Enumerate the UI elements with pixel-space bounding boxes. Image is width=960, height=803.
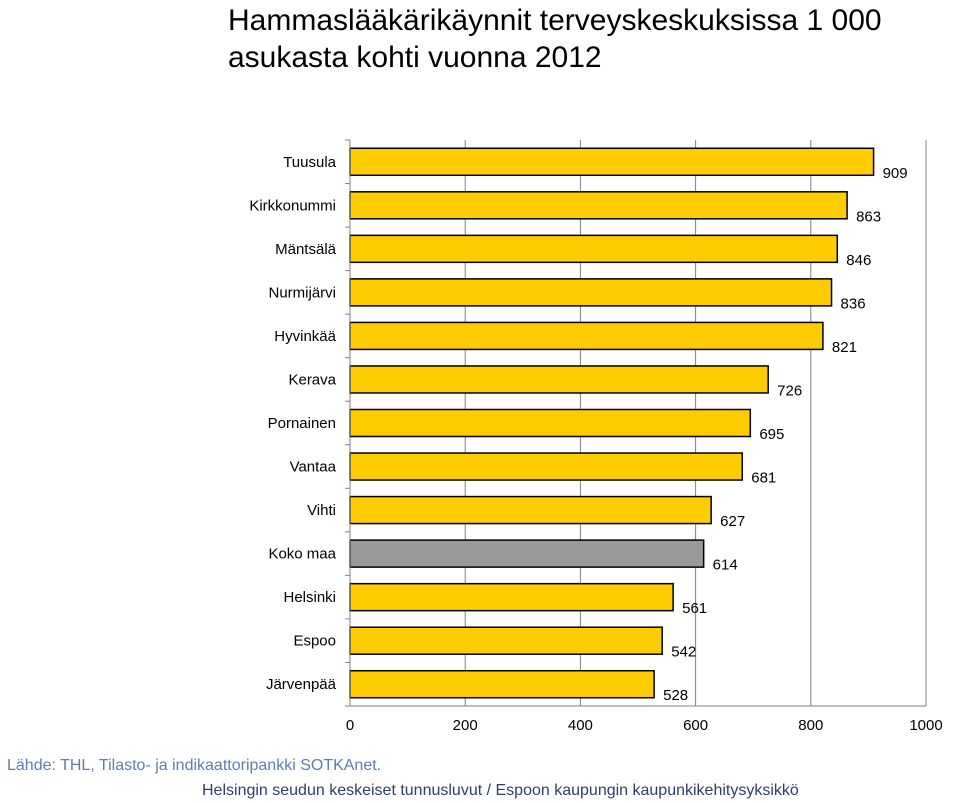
x-tick-label: 600 [683,717,708,734]
tick-labels: 0 200 400 600 800 1000 [346,717,943,734]
data-label: 528 [663,687,688,704]
category-label: Mäntsälä [275,241,337,258]
category-label: Helsinki [283,589,336,606]
bar [349,626,663,655]
category-label: Kirkkonummi [249,197,336,214]
data-label: 726 [777,382,802,399]
x-tick-label: 200 [453,717,478,734]
category-label: Vihti [307,502,336,519]
bar [349,408,752,438]
chart-title: Hammaslääkärikäynnit terveyskeskuksissa … [228,4,882,74]
data-label: 614 [713,557,738,574]
data-label: 836 [841,295,866,312]
category-label: Koko maa [268,546,336,563]
x-tick-label: 1000 [909,717,942,734]
category-label: Järvenpää [266,676,337,693]
data-label: 542 [671,644,696,661]
bar [349,669,655,699]
bar [349,365,769,394]
category-label: Espoo [293,633,336,650]
bar [349,147,875,177]
bar [349,539,705,568]
bar [349,321,824,351]
x-tick-label: 800 [798,717,823,734]
category-label: Pornainen [268,415,336,432]
source-note: Lähde: THL, Tilasto- ja indikaattoripank… [7,757,382,774]
category-label: Kerava [288,371,336,388]
bar [349,191,848,220]
category-label: Tuusula [283,154,336,171]
x-tick-label: 400 [568,717,593,734]
bar [349,495,712,525]
data-label: 561 [682,600,707,617]
data-label: 846 [846,252,871,269]
data-label: 695 [759,426,784,443]
value-labels: 909 863 846 836 821 726 695 681 627 614 561 542 528 [663,165,907,704]
data-label: 909 [883,165,908,182]
category-label: Nurmijärvi [269,284,337,301]
data-label: 863 [856,208,881,225]
bar [349,452,744,481]
bar [349,582,674,612]
axes [345,139,926,707]
bar [349,278,833,307]
bars [349,147,875,699]
data-label: 681 [751,470,776,487]
category-label: Hyvinkää [274,328,336,345]
footer-note: Helsingin seudun keskeiset tunnusluvut /… [202,782,799,799]
bar-chart: Tuusula Kirkkonummi Mäntsälä Nurmijärvi Hyvi… [249,139,943,734]
data-label: 627 [720,513,745,530]
x-tick-label: 0 [346,717,354,734]
category-labels: Tuusula Kirkkonummi Mäntsälä Nurmijärvi Hyvi… [249,154,336,693]
data-label: 821 [832,339,857,356]
category-label: Vantaa [290,459,337,476]
bar [349,234,839,264]
